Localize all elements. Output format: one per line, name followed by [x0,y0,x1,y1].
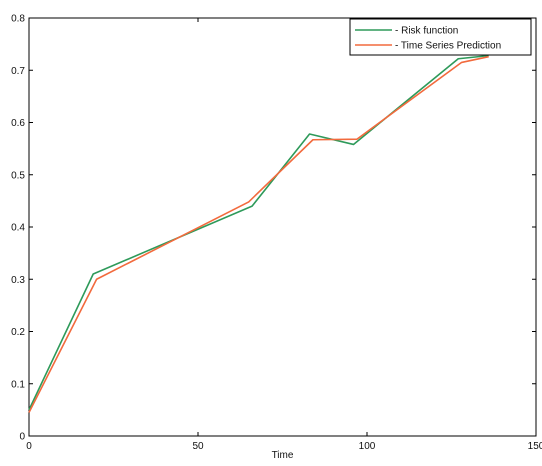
axis-ticks: 0 50 100 150 0 0.1 0.2 0.3 0.4 0.5 0.6 0.7 0.8 [11,14,542,453]
y-tick-label: 0.4 [11,223,25,234]
plot-frame [28,17,537,437]
y-tick-label: 0.8 [11,14,25,25]
series-line-risk-function [28,54,489,411]
y-tick-label: 0.7 [11,66,25,77]
y-tick-label: 0 [19,432,25,443]
y-tick-label: 0.5 [11,170,25,181]
x-tick-label: 50 [192,441,204,452]
x-tick-label: 100 [359,441,376,452]
y-tick-label: 0.2 [11,327,25,338]
x-tick-label: 0 [26,441,32,452]
x-tick-label: 150 [528,441,542,452]
series-line-time-series-prediction [28,55,489,413]
legend-box [349,18,532,56]
legend-label-time-series-prediction: - Time Series Prediction [395,41,501,52]
legend: - Risk function - Time Series Prediction [349,18,532,56]
legend-label-risk-function: - Risk function [395,26,458,37]
series-lines [28,54,489,413]
y-tick-label: 0.1 [11,379,25,390]
x-axis-label: Time [272,450,294,461]
y-tick-label: 0.3 [11,275,25,286]
y-tick-label: 0.6 [11,118,25,129]
